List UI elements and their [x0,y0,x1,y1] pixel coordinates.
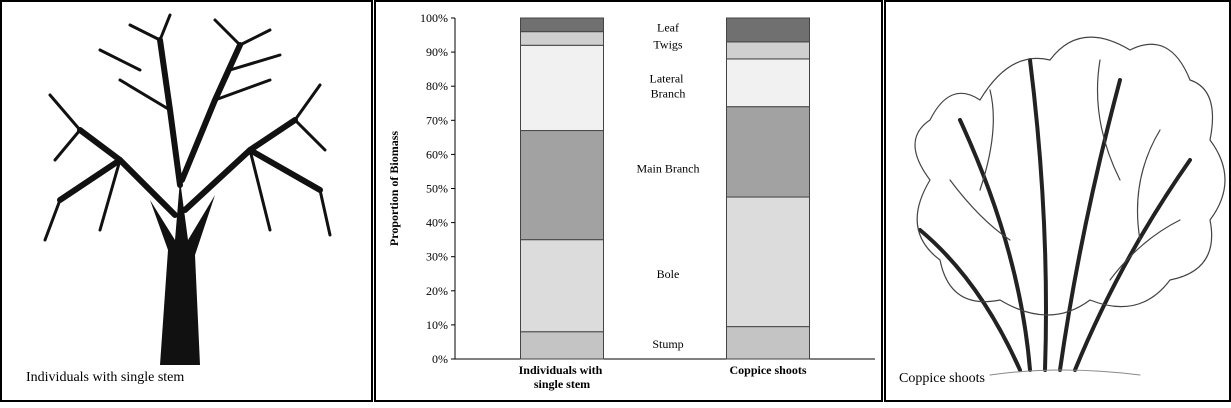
coppice-illustration [914,36,1226,376]
bar-segment [726,41,810,60]
bar-segment [520,239,604,333]
bar-segment [726,58,810,108]
segment-label: Leaf [657,20,679,34]
bar-segment [520,44,604,132]
y-tick-label: 30% [426,250,448,264]
segment-label: Stump [652,337,683,351]
segment-label: Twigs [653,37,682,51]
panel-caption: Coppice shoots [899,371,985,386]
y-tick-label: 0% [432,352,448,366]
bar-segment [726,17,810,43]
panel-caption: Individuals with single stem [26,370,184,385]
right-panel [884,0,1231,402]
x-tick-label: Individuals with single stem [519,363,606,391]
bar-segment [520,17,604,33]
segment-label: Bole [657,267,680,281]
x-tick-label: Coppice shoots [729,363,806,377]
y-tick-label: 20% [426,284,448,298]
y-tick-label: 40% [426,216,448,230]
bar-segment [726,106,810,198]
tree-illustration [43,13,332,365]
y-axis-label: Proportion of Biomass [387,131,401,246]
bar-segment [520,130,604,241]
segment-label: Main Branch [637,161,700,175]
y-tick-label: 10% [426,318,448,332]
bar-segment [520,31,604,46]
y-tick-label: 80% [426,79,448,93]
bar-segment [726,326,810,360]
y-tick-label: 60% [426,147,448,161]
bar-segment [726,196,810,328]
y-tick-label: 70% [426,113,448,127]
y-tick-label: 100% [420,11,448,25]
bar-segment [520,331,604,360]
y-tick-label: 50% [426,182,448,196]
y-tick-label: 90% [426,45,448,59]
segment-label: Lateral Branch [650,71,687,100]
